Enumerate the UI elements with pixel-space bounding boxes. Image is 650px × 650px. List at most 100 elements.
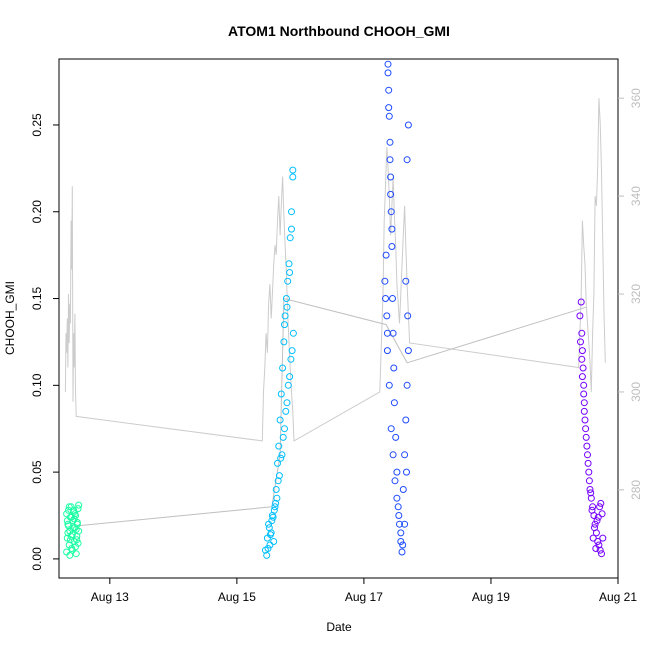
data-point [282, 295, 290, 302]
data-point [63, 517, 71, 525]
data-point [274, 459, 281, 467]
data-point [394, 503, 402, 511]
data-point [383, 329, 391, 337]
data-point [276, 416, 284, 424]
data-point [580, 381, 588, 389]
data-point [580, 390, 588, 398]
data-point [289, 329, 297, 337]
y2-tick-label: 360 [629, 88, 643, 108]
data-point [396, 520, 403, 528]
data-point [384, 60, 392, 68]
data-point [582, 433, 590, 441]
y-axis-label: CHOOH_GMI [3, 281, 17, 355]
data-point [588, 506, 596, 514]
data-point [382, 251, 390, 259]
data-point [384, 69, 392, 77]
data-point [598, 550, 605, 558]
right-axis-series-line [64, 98, 606, 442]
data-point [286, 373, 294, 381]
y2-tick-label: 280 [629, 480, 643, 500]
data-point [281, 312, 289, 320]
data-point [385, 104, 393, 112]
data-point [277, 390, 285, 398]
y-axis-right: 280 300 320 340 360 [618, 88, 643, 500]
data-point [65, 522, 72, 530]
data-point [584, 459, 592, 467]
data-point [70, 506, 78, 514]
data-point [597, 499, 605, 507]
y2-tick-label: 320 [629, 284, 643, 304]
data-point [387, 208, 395, 216]
data-point [69, 524, 77, 532]
data-point [389, 451, 397, 459]
data-point [584, 451, 591, 459]
data-point [594, 513, 602, 521]
x-axis-label: Date [326, 620, 352, 634]
data-point [591, 520, 599, 528]
data-point [403, 156, 411, 164]
data-point [281, 425, 288, 433]
data-point [401, 451, 409, 459]
data-point [67, 532, 75, 540]
data-point [581, 416, 589, 424]
data-point [288, 347, 296, 355]
x-axis: Aug 13 Aug 15 Aug 17 Aug 19 Aug 21 [91, 578, 637, 604]
data-point [395, 512, 403, 519]
data-point [383, 312, 391, 320]
data-point [392, 433, 400, 441]
data-point [273, 494, 281, 502]
data-point [288, 208, 295, 216]
data-point [578, 373, 586, 381]
plot-frame [58, 58, 619, 579]
data-point [383, 347, 391, 355]
data-point [279, 364, 287, 372]
data-point [385, 112, 393, 120]
data-point [393, 494, 401, 502]
data-point [388, 243, 396, 250]
data-point [599, 534, 607, 542]
data-point [75, 501, 83, 509]
data-point [73, 536, 81, 544]
series-4 [576, 298, 607, 558]
y-tick-label: 0.20 [30, 200, 44, 224]
data-point [266, 541, 274, 549]
x-tick-label: Aug 21 [599, 590, 637, 604]
data-point [66, 551, 74, 559]
data-point [387, 425, 395, 433]
y-tick-label: 0.15 [30, 286, 44, 310]
data-point [270, 538, 278, 545]
data-points [63, 60, 607, 559]
data-point [585, 477, 593, 485]
data-point [272, 499, 280, 507]
data-point [268, 517, 276, 525]
data-point [285, 260, 293, 268]
data-point [264, 545, 272, 552]
data-point [267, 531, 274, 539]
data-point [385, 381, 393, 389]
data-point [403, 468, 410, 476]
data-point [274, 477, 282, 485]
data-point [275, 472, 283, 480]
data-point [402, 416, 410, 424]
data-point [74, 505, 82, 513]
data-point [278, 451, 286, 459]
data-point [391, 477, 399, 485]
data-point [397, 538, 405, 545]
data-point [279, 433, 287, 441]
series-3 [381, 60, 412, 556]
x-tick-label: Aug 19 [472, 590, 510, 604]
data-point [281, 321, 288, 329]
data-point [282, 407, 290, 415]
data-point [583, 442, 591, 450]
data-point [385, 86, 393, 94]
data-point [72, 543, 79, 551]
x-tick-label: Aug 13 [91, 590, 129, 604]
data-point [263, 551, 271, 559]
data-point [594, 538, 602, 545]
data-point [580, 407, 588, 415]
data-point [399, 541, 407, 549]
data-point [404, 121, 412, 129]
data-point [265, 524, 273, 532]
data-point [270, 506, 278, 514]
